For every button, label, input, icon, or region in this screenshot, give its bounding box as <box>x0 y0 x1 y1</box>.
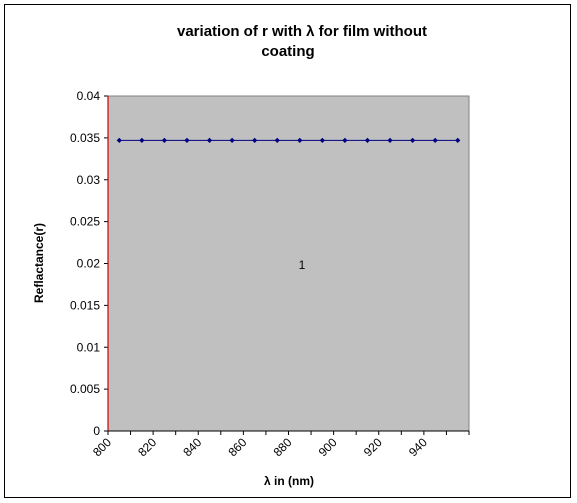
data-point <box>455 137 461 143</box>
x-tick-label: 840 <box>180 435 204 459</box>
x-axis-label: λ in (nm) <box>264 474 314 488</box>
data-point <box>297 137 303 143</box>
chart-title-line-1: variation of r with λ for film without <box>177 23 427 40</box>
y-axis-label: Reflactance(r) <box>32 223 46 303</box>
plot-area <box>107 95 470 432</box>
y-tick-label: 0.025 <box>70 215 100 229</box>
data-point <box>229 137 235 143</box>
y-tick-label: 0.005 <box>70 382 100 396</box>
data-point <box>364 137 371 143</box>
data-point <box>139 137 145 143</box>
y-tick-label: 0.04 <box>77 89 101 103</box>
data-point <box>161 137 168 143</box>
y-tick-label: 0.01 <box>77 340 101 354</box>
y-tick-label: 0.02 <box>77 257 101 271</box>
data-point <box>409 137 416 143</box>
chart-svg: variation of r with λ for film without c… <box>32 23 470 488</box>
data-point <box>116 137 122 143</box>
y-tick-label: 0.015 <box>70 298 100 312</box>
x-tick-label: 860 <box>225 435 249 459</box>
data-point <box>206 137 213 143</box>
data-point <box>387 137 393 143</box>
x-tick-label: 880 <box>271 435 295 459</box>
plot-annotation: 1 <box>299 258 306 272</box>
x-tick-label: 920 <box>361 435 385 459</box>
data-point <box>184 137 190 143</box>
x-tick-label: 900 <box>316 435 340 459</box>
chart-area: variation of r with λ for film without c… <box>4 4 571 498</box>
data-point <box>252 137 258 143</box>
data-point <box>432 137 438 143</box>
data-point <box>319 137 325 143</box>
x-tick-label: 800 <box>90 435 114 459</box>
chart-title-line-2: coating <box>261 43 314 60</box>
y-tick-label: 0 <box>93 424 100 438</box>
y-tick-label: 0.035 <box>70 131 100 145</box>
x-tick-label: 820 <box>135 435 159 459</box>
data-point <box>342 137 348 143</box>
y-tick-label: 0.03 <box>77 173 101 187</box>
data-point <box>274 137 280 143</box>
x-tick-label: 940 <box>406 435 430 459</box>
